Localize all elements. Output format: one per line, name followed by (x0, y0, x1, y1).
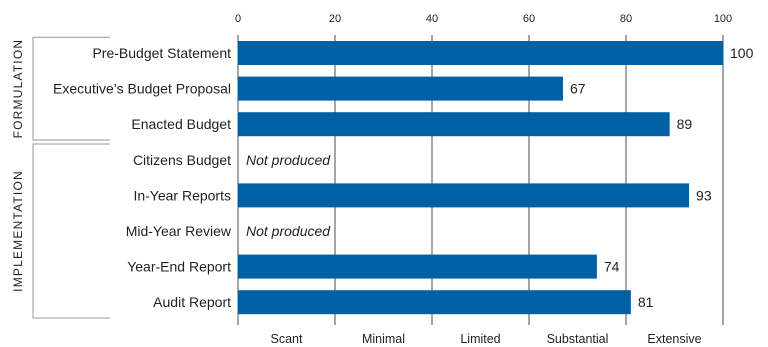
category-labels: Pre-Budget Statement Executive’s Budget P… (53, 45, 232, 310)
x-band-label: Minimal (362, 332, 405, 346)
x-tick-label: 80 (620, 13, 632, 25)
category-label: Year-End Report (127, 259, 231, 275)
category-label: Mid-Year Review (126, 223, 232, 239)
category-label: Enacted Budget (131, 116, 231, 132)
x-band-label: Scant (271, 332, 303, 346)
value-label: 74 (604, 259, 620, 275)
x-tick-label: 60 (523, 13, 535, 25)
bars (238, 41, 723, 315)
category-label: In-Year Reports (133, 187, 231, 203)
x-tick-label: 40 (426, 13, 438, 25)
value-label: 89 (677, 116, 693, 132)
x-band-label: Extensive (647, 332, 701, 346)
bar (238, 41, 723, 65)
group-brackets: FORMULATION IMPLEMENTATION (11, 36, 110, 319)
x-tick-label: 20 (329, 13, 341, 25)
value-label: 67 (570, 81, 586, 97)
x-band-label: Limited (460, 332, 500, 346)
value-label: 81 (638, 294, 654, 310)
not-produced-label: Not produced (246, 152, 331, 168)
x-band-labels: Scant Minimal Limited Substantial Extensive (271, 332, 702, 346)
group-label: FORMULATION (11, 39, 25, 139)
bar (238, 290, 631, 315)
x-axis-ticks: 0 20 40 60 80 100 (235, 13, 732, 25)
x-tick-label: 100 (714, 13, 732, 25)
not-produced-label: Not produced (246, 223, 331, 239)
bar (238, 76, 563, 101)
category-label: Citizens Budget (133, 152, 231, 168)
value-label: 93 (696, 187, 712, 203)
bar (238, 183, 690, 208)
group-bracket (32, 36, 110, 141)
bar (238, 112, 670, 137)
x-band-label: Substantial (547, 332, 609, 346)
value-labels: 100 67 89 Not produced 93 Not produced 74 81 (246, 45, 754, 310)
bar (238, 254, 597, 279)
value-label: 100 (730, 45, 754, 61)
category-label: Executive’s Budget Proposal (53, 81, 231, 97)
x-tick-label: 0 (235, 13, 241, 25)
category-label: Audit Report (153, 294, 231, 310)
group-bracket (32, 143, 110, 319)
category-label: Pre-Budget Statement (92, 45, 231, 61)
group-label: IMPLEMENTATION (11, 170, 25, 292)
